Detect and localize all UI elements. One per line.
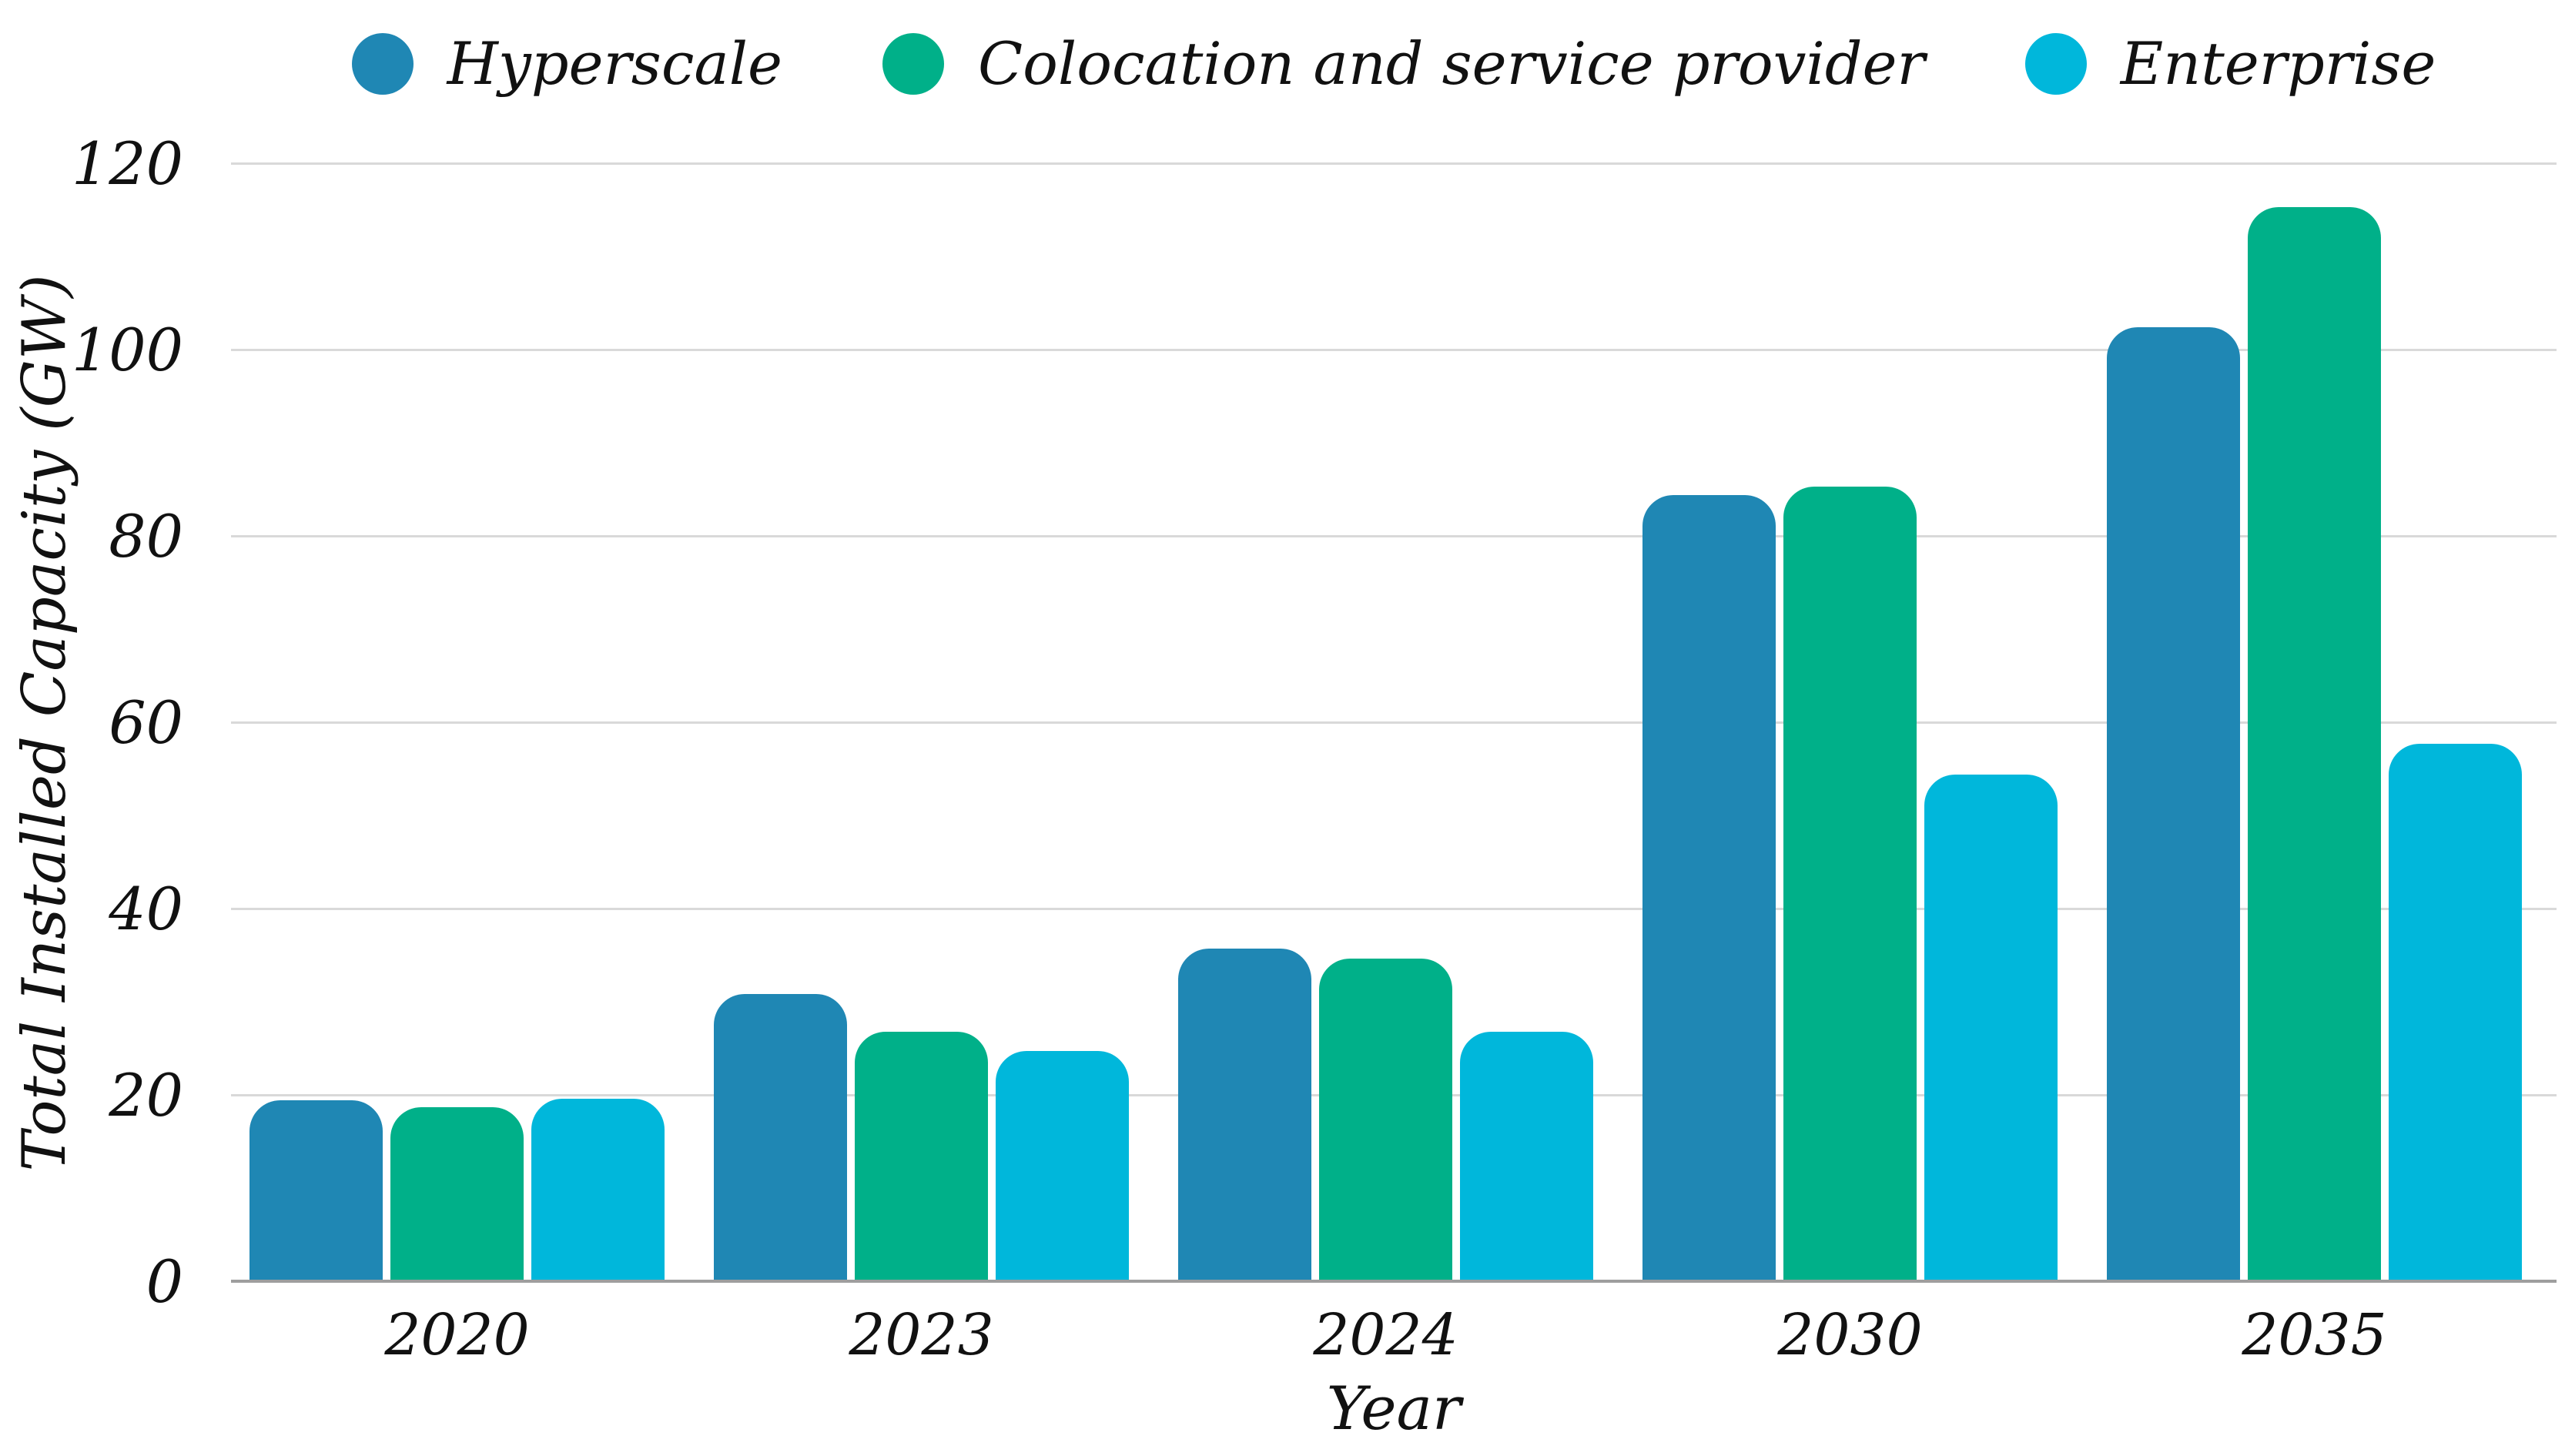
- bar-2024-colocation-and-service-provider: [1319, 959, 1452, 1282]
- bar-2020-colocation-and-service-provider: [390, 1106, 524, 1282]
- bar-group-2020: 2020: [249, 164, 665, 1364]
- legend-item-hyperscale: Hyperscale: [351, 29, 782, 98]
- bar-group-2024: 2024: [1178, 164, 1593, 1364]
- y-tick-label-120: 120: [71, 129, 183, 198]
- chart-legend: Hyperscale Colocation and service provide…: [231, 22, 2557, 106]
- bar-2023-enterprise: [996, 1050, 1129, 1282]
- bar-2024-hyperscale: [1178, 948, 1311, 1282]
- bar-2030-colocation-and-service-provider: [1783, 486, 1917, 1282]
- bar-2035-hyperscale: [2107, 326, 2240, 1282]
- bar-group-2030: 2030: [1642, 164, 2058, 1364]
- legend-label: Hyperscale: [447, 29, 782, 98]
- legend-label: Colocation and service provider: [977, 29, 1925, 98]
- plot-area: 2020 2023 2024 2030 2035: [231, 162, 2557, 1364]
- legend-item-colocation-and-service-provider: Colocation and service provider: [882, 33, 1925, 95]
- legend-label: Enterprise: [2120, 29, 2436, 98]
- bar-2030-hyperscale: [1642, 494, 1776, 1282]
- bar-groups: 2020 2023 2024 2030 2035: [249, 164, 2522, 1364]
- x-tick-label-2024: 2024: [1313, 1302, 1458, 1368]
- bar-2020-hyperscale: [249, 1100, 383, 1282]
- legend-marker-icon: [882, 33, 944, 95]
- y-tick-label-80: 80: [109, 502, 183, 571]
- legend-marker-icon: [351, 33, 414, 95]
- bar-2020-enterprise: [531, 1098, 665, 1282]
- legend-item-enterprise: Enterprise: [2024, 29, 2436, 98]
- gridline-100: [231, 349, 2557, 351]
- y-tick-label-40: 40: [109, 875, 183, 943]
- bar-2024-enterprise: [1460, 1031, 1593, 1282]
- y-axis-ticks: 0 20 40 60 80 100 120: [0, 0, 194, 1456]
- y-tick-label-20: 20: [109, 1061, 183, 1130]
- x-tick-label-2023: 2023: [849, 1302, 994, 1368]
- x-axis-line: [231, 1280, 2557, 1283]
- x-tick-label-2030: 2030: [1777, 1302, 1923, 1368]
- bar-group-2023: 2023: [714, 164, 1129, 1364]
- y-tick-label-60: 60: [109, 688, 183, 757]
- x-tick-label-2035: 2035: [2242, 1302, 2387, 1368]
- bar-2035-colocation-and-service-provider: [2248, 206, 2381, 1282]
- y-tick-label-0: 0: [146, 1247, 183, 1316]
- bar-2035-enterprise: [2389, 743, 2522, 1282]
- bar-2023-hyperscale: [714, 994, 847, 1282]
- gridline-80: [231, 535, 2557, 537]
- gridline-60: [231, 721, 2557, 724]
- x-tick-label-2020: 2020: [384, 1302, 530, 1368]
- bar-2023-colocation-and-service-provider: [855, 1031, 988, 1282]
- gridline-120: [231, 162, 2557, 165]
- x-axis-title: Year: [1326, 1374, 1462, 1444]
- y-tick-label-100: 100: [71, 316, 183, 384]
- bar-2030-enterprise: [1924, 774, 2058, 1282]
- bar-group-2035: 2035: [2107, 164, 2522, 1364]
- gridline-40: [231, 908, 2557, 910]
- legend-marker-icon: [2024, 33, 2087, 95]
